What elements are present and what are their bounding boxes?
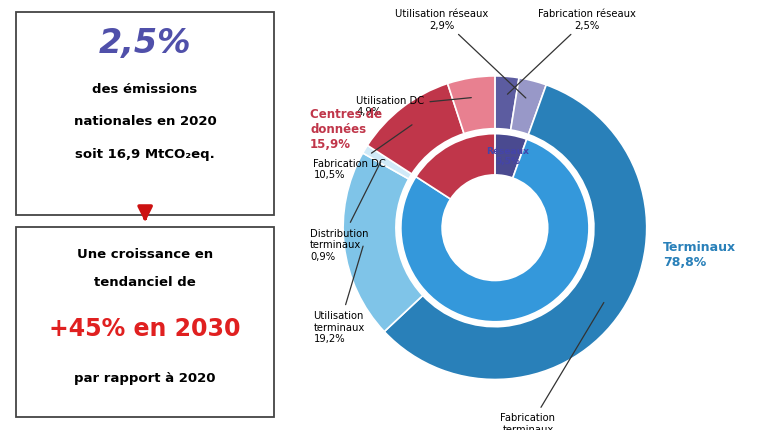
Text: tendanciel de: tendanciel de bbox=[94, 275, 196, 289]
Text: Fabrication réseaux
2,5%: Fabrication réseaux 2,5% bbox=[508, 9, 636, 95]
Text: Utilisation réseaux
2,9%: Utilisation réseaux 2,9% bbox=[396, 9, 526, 99]
Text: Fabrication
terminaux
54,7%: Fabrication terminaux 54,7% bbox=[501, 303, 604, 430]
Wedge shape bbox=[343, 154, 423, 332]
Text: +45% en 2030: +45% en 2030 bbox=[50, 316, 241, 341]
FancyBboxPatch shape bbox=[16, 13, 274, 215]
Wedge shape bbox=[401, 140, 589, 322]
Text: Fabrication DC
10,5%: Fabrication DC 10,5% bbox=[313, 126, 412, 180]
Text: Distribution
terminaux
0,9%: Distribution terminaux 0,9% bbox=[310, 163, 381, 261]
Text: nationales en 2020: nationales en 2020 bbox=[74, 114, 217, 127]
Text: soit 16,9 MtCO₂eq.: soit 16,9 MtCO₂eq. bbox=[75, 147, 215, 160]
Wedge shape bbox=[416, 134, 495, 200]
Text: Utilisation DC
4,9%: Utilisation DC 4,9% bbox=[356, 95, 471, 117]
Text: Réseaux
5,5%: Réseaux 5,5% bbox=[486, 146, 529, 166]
Wedge shape bbox=[511, 79, 546, 135]
Wedge shape bbox=[384, 86, 647, 380]
Text: 2,5%: 2,5% bbox=[99, 27, 191, 60]
Text: par rapport à 2020: par rapport à 2020 bbox=[74, 372, 216, 384]
Text: Une croissance en: Une croissance en bbox=[77, 248, 213, 261]
Wedge shape bbox=[447, 77, 495, 134]
Wedge shape bbox=[495, 77, 519, 131]
Wedge shape bbox=[363, 146, 412, 180]
Text: des émissions: des émissions bbox=[93, 83, 197, 95]
FancyBboxPatch shape bbox=[16, 227, 274, 417]
Text: Utilisation
terminaux
19,2%: Utilisation terminaux 19,2% bbox=[313, 246, 365, 344]
Wedge shape bbox=[368, 84, 464, 175]
Text: Terminaux
78,8%: Terminaux 78,8% bbox=[663, 240, 736, 268]
Text: Centres de
données
15,9%: Centres de données 15,9% bbox=[310, 108, 382, 151]
Wedge shape bbox=[495, 134, 526, 178]
